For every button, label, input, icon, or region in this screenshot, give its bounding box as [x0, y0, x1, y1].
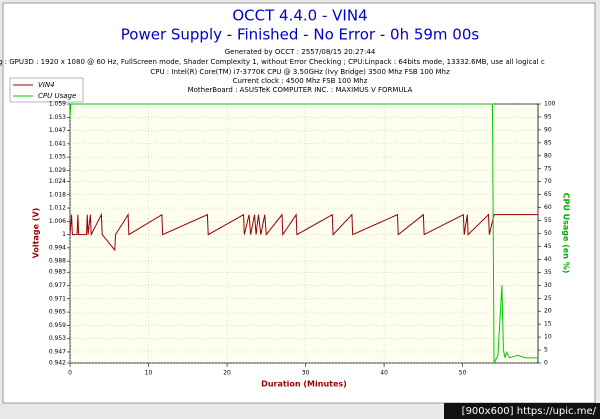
y-tick-label: 0.994 [49, 244, 66, 251]
legend [9, 77, 84, 103]
chart-title: OCCT 4.4.0 - VIN4 [232, 7, 367, 25]
x-tick-label: 50 [459, 370, 467, 377]
y-tick-label: 0.947 [49, 348, 66, 355]
y2-tick-label: 75 [544, 165, 552, 172]
y-tick-label: 0.965 [49, 309, 66, 316]
info-line: CPU : Intel(R) Core(TM) i7-3770K CPU @ 3… [150, 68, 450, 76]
y2-tick-label: 30 [544, 282, 552, 289]
y2-tick-label: 0 [544, 360, 548, 367]
y2-tick-label: 40 [544, 256, 552, 263]
y-axis-label: Voltage (V) [32, 208, 41, 259]
y2-tick-label: 90 [544, 126, 552, 133]
y2-tick-label: 35 [544, 269, 552, 276]
legend-label: CPU Usage [38, 92, 76, 100]
y2-tick-label: 85 [544, 139, 552, 146]
series-line [69, 103, 538, 364]
y-tick-label: 1.053 [49, 114, 66, 121]
y2-tick-label: 45 [544, 243, 552, 250]
y2-tick-label: 80 [544, 152, 552, 159]
info-line: g : GPU3D : 1920 x 1080 @ 60 Hz, FullScr… [0, 58, 545, 66]
y2-tick-label: 65 [544, 191, 552, 198]
y-tick-label: 1.012 [49, 205, 66, 212]
y-tick-label: 1.059 [49, 101, 66, 108]
info-line: Generated by OCCT : 2557/08/15 20:27:44 [225, 48, 376, 56]
watermark-bar [444, 403, 600, 419]
info-line: MotherBoard : ASUSTeK COMPUTER INC. : MA… [188, 86, 413, 94]
y-tick-label: 0.953 [49, 335, 66, 342]
y-tick-label: 1 [62, 231, 66, 238]
x-tick-label: 10 [145, 370, 153, 377]
y2-tick-label: 100 [544, 101, 556, 108]
y2-tick-label: 15 [544, 321, 552, 328]
x-tick-label: 0 [68, 370, 72, 377]
x-tick-label: 40 [380, 370, 388, 377]
x-axis-label: Duration (Minutes) [261, 380, 347, 389]
y-tick-label: 0.977 [49, 282, 66, 289]
watermark: [900x600] https://upic.me/ [462, 406, 597, 417]
y2-tick-label: 50 [544, 230, 552, 237]
y2-tick-label: 55 [544, 217, 552, 224]
info-line: Current clock : 4500 Mhz FSB 100 Mhz [233, 77, 368, 85]
y2-tick-label: 5 [544, 347, 548, 354]
y-tick-label: 0.988 [49, 258, 66, 265]
y2-axis-label: CPU Usage (en %) [562, 193, 571, 274]
y-tick-label: 1.024 [49, 178, 66, 185]
y-tick-label: 0.983 [49, 269, 66, 276]
legend-label: VIN4 [38, 81, 55, 89]
y-tick-label: 0.959 [49, 322, 66, 329]
y-tick-label: 0.942 [49, 360, 66, 367]
chart-subtitle: Power Supply - Finished - No Error - 0h … [121, 26, 480, 44]
y-tick-label: 1.018 [49, 191, 66, 198]
y2-tick-label: 25 [544, 295, 552, 302]
x-tick-label: 20 [223, 370, 231, 377]
y2-tick-label: 10 [544, 334, 552, 341]
y-tick-label: 1.047 [49, 127, 66, 134]
y-tick-label: 1.035 [49, 154, 66, 161]
x-tick-label: 30 [302, 370, 310, 377]
series-line [69, 212, 538, 252]
y-tick-label: 1.006 [49, 218, 66, 225]
y-tick-label: 1.041 [49, 140, 66, 147]
y2-tick-label: 95 [544, 113, 552, 120]
y2-tick-label: 20 [544, 308, 552, 315]
y-tick-label: 0.971 [49, 295, 66, 302]
y-tick-label: 1.029 [49, 167, 66, 174]
y2-tick-label: 60 [544, 204, 552, 211]
y2-tick-label: 70 [544, 178, 552, 185]
